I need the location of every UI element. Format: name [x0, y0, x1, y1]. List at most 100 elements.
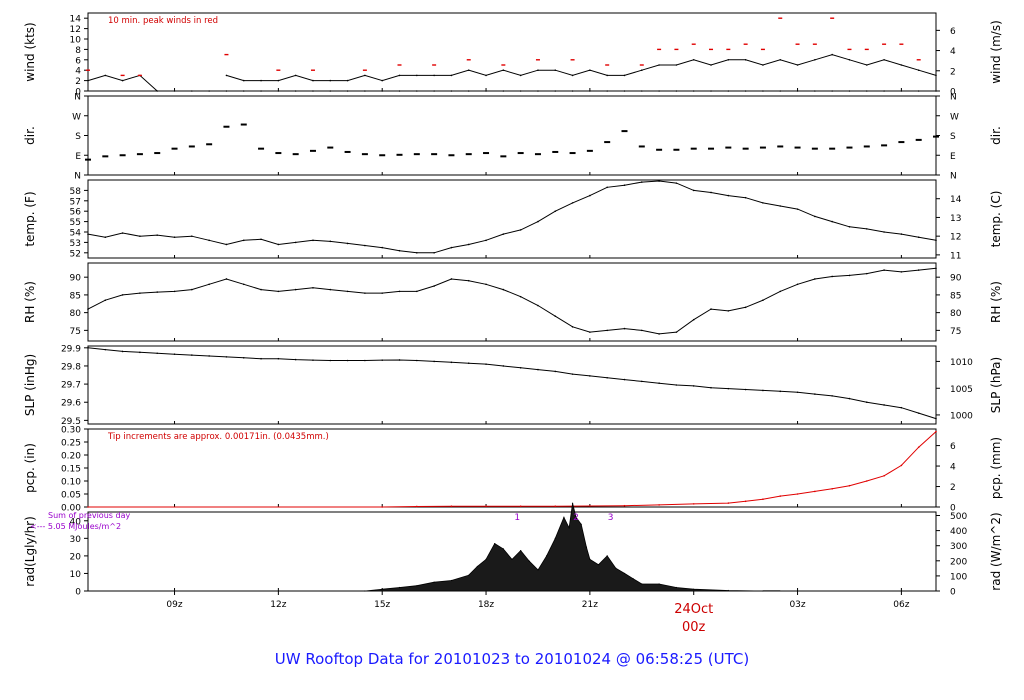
pcp-data-point — [744, 500, 747, 503]
slp-right-tick-label: 1000 — [950, 411, 973, 421]
slp-data-point — [865, 401, 868, 404]
rad-data-point — [563, 516, 565, 518]
wind-data-point — [519, 74, 522, 77]
slp-data-point — [935, 417, 937, 420]
temp-data-point — [935, 239, 937, 242]
rh-data-point — [779, 290, 782, 293]
rad-area — [364, 503, 763, 592]
wind-data-point — [814, 59, 816, 61]
dir-left-tick-label: E — [75, 152, 81, 162]
wind-data-point — [865, 64, 868, 66]
wind-data-point — [346, 90, 349, 92]
rad-data-point — [546, 555, 548, 557]
temp-data-point — [779, 205, 782, 207]
rad-data-point — [641, 583, 643, 585]
wind-data-point — [433, 74, 435, 77]
temp-data-point — [675, 182, 678, 184]
temp-data-point — [571, 202, 574, 204]
rh-data-point — [485, 283, 487, 286]
slp-data-point — [173, 353, 176, 355]
wind-data-point — [260, 90, 262, 92]
slp-data-point — [312, 359, 314, 361]
rh-right-tick-label: 75 — [950, 327, 961, 337]
rad-data-point — [494, 543, 496, 545]
dir-right-tick-label: N — [950, 172, 957, 182]
temp-frame — [87, 179, 937, 259]
wind-series-line-0 — [87, 74, 936, 92]
rad-marker-label: 1 — [514, 513, 520, 523]
rh-right-tick-label: 80 — [950, 309, 962, 319]
pcp-data-point — [727, 502, 730, 504]
pcp-data-point — [381, 506, 384, 508]
wind-data-point — [571, 74, 574, 77]
rh-data-point — [519, 295, 522, 298]
slp-data-point — [675, 384, 678, 386]
rh-data-point — [433, 285, 435, 287]
rad-data-point — [364, 590, 366, 592]
slp-data-point — [779, 390, 782, 393]
slp-data-point — [416, 359, 418, 362]
wind-annotation: 10 min. peak winds in red — [108, 16, 218, 26]
rad-data-point — [615, 567, 617, 569]
wind-data-point — [900, 90, 903, 92]
wind-data-point — [744, 59, 747, 61]
temp-data-point — [537, 220, 539, 223]
temp-data-point — [658, 180, 660, 182]
temp-data-point — [831, 220, 833, 223]
pcp-data-point — [658, 504, 660, 506]
temp-data-point — [121, 232, 124, 234]
time-axis: 09z 12z 15z 18z 21z 03z 06z 24Oct 00z — [166, 591, 910, 635]
wind-right-tick-label: 0 — [950, 88, 956, 98]
temp-left-tick-label: 57 — [70, 197, 81, 207]
rh-data-point — [208, 283, 210, 286]
dir-right-tick-label: W — [950, 112, 959, 122]
rh-series-line — [87, 267, 937, 335]
wind-data-point — [865, 90, 868, 92]
slp-left-tick-label: 29.8 — [61, 362, 81, 372]
wind-data-point — [554, 90, 557, 92]
dir-left-tick-label: N — [74, 93, 81, 103]
rad-data-point — [571, 502, 574, 504]
slp-data-point — [900, 406, 903, 409]
wind-data-point — [467, 90, 470, 92]
pcp-data-point — [623, 504, 626, 507]
rh-data-point — [156, 291, 159, 293]
rh-data-point — [398, 290, 401, 293]
slp-panel: 29.5 29.6 29.7 29.8 29.9 1000 1005 1010 SLP (inH… — [23, 344, 1003, 427]
time-axis-tick-label: 06z — [893, 600, 909, 610]
pcp-data-point — [762, 498, 764, 501]
rh-left-tick-label: 85 — [70, 291, 81, 301]
rh-data-point — [242, 283, 245, 286]
wind-left-tick-label: 2 — [75, 77, 81, 87]
wind-data-point — [260, 79, 262, 82]
temp-data-point — [744, 196, 747, 199]
pcp-data-point — [519, 505, 522, 508]
pcp-data-point — [883, 475, 885, 477]
slp-data-point — [364, 359, 366, 362]
rh-data-point — [883, 269, 885, 271]
slp-data-point — [121, 350, 124, 353]
wind-data-point — [571, 90, 574, 92]
rad-data-point — [476, 565, 478, 568]
rad-data-point — [675, 586, 678, 589]
rad-right-tick-label: 300 — [950, 542, 967, 552]
rh-right-tick-label: 85 — [950, 291, 961, 301]
temp-ylabel-right: temp. (C) — [989, 191, 1003, 248]
rh-data-point — [191, 288, 193, 291]
wind-data-point — [692, 90, 695, 92]
rh-data-point — [606, 329, 608, 332]
wind-data-point — [121, 79, 124, 82]
wind-data-point — [848, 59, 851, 61]
temp-data-point — [883, 231, 885, 233]
wind-data-point — [225, 74, 228, 77]
rad-data-point — [468, 574, 470, 576]
temp-data-point — [900, 233, 903, 235]
rh-data-point — [225, 278, 228, 280]
slp-data-point — [329, 359, 332, 362]
slp-data-point — [727, 387, 730, 390]
rad-data-point — [585, 546, 588, 548]
wind-data-point — [242, 79, 245, 82]
wind-data-point — [658, 64, 660, 66]
